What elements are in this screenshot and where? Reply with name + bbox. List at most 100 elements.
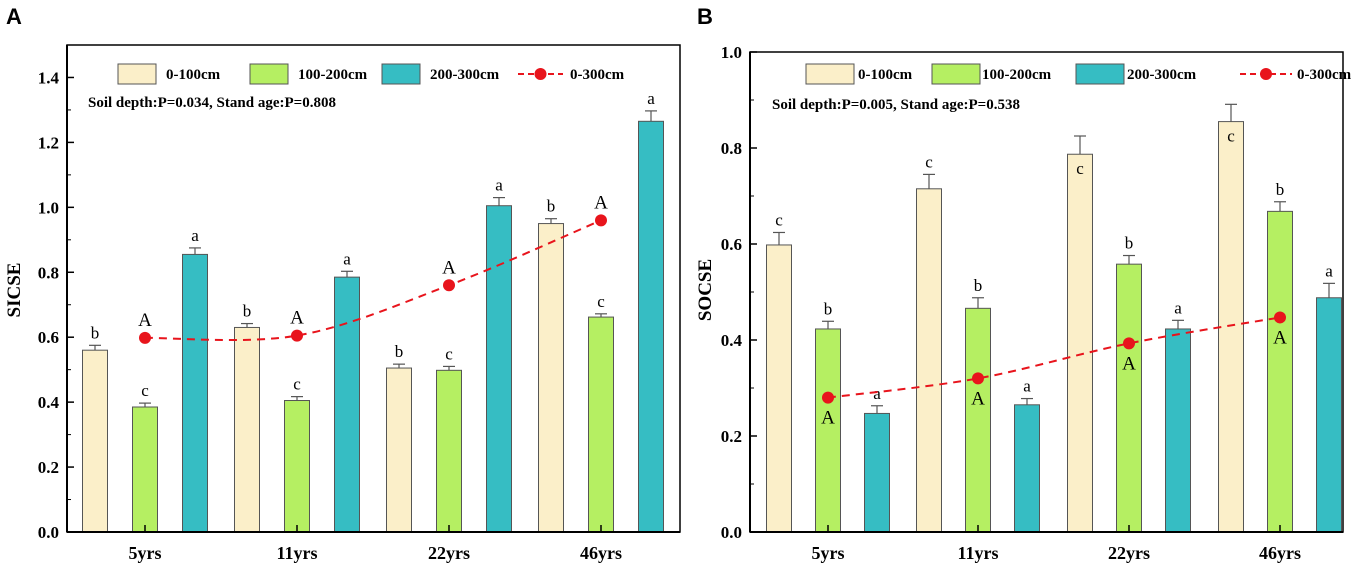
significance-letter: c bbox=[775, 210, 783, 229]
significance-letter: a bbox=[1023, 377, 1031, 396]
bar-0-100cm-11yrs bbox=[916, 188, 942, 533]
bar-200-300cm-22yrs bbox=[1165, 328, 1191, 533]
significance-letter: b bbox=[243, 302, 252, 321]
significance-letter: a bbox=[1174, 298, 1182, 317]
bar-200-300cm-5yrs bbox=[864, 412, 890, 533]
legend-swatch bbox=[805, 63, 855, 85]
legend-swatch bbox=[1075, 63, 1125, 85]
y-tick-label: 1.2 bbox=[38, 133, 59, 152]
bar-200-300cm-46yrs bbox=[638, 120, 664, 533]
x-tick-label: 22yrs bbox=[428, 543, 470, 563]
bar-0-100cm-22yrs bbox=[1067, 153, 1093, 533]
bar-100-200cm-11yrs bbox=[284, 400, 310, 533]
legend-swatch bbox=[381, 63, 421, 85]
y-tick-label: 0.4 bbox=[38, 393, 60, 412]
x-tick-label: 5yrs bbox=[129, 543, 162, 563]
significance-letter: b bbox=[395, 342, 404, 361]
panel-letter: A bbox=[6, 4, 22, 29]
stats-annotation: Soil depth:P=0.034, Stand age:P=0.808 bbox=[88, 95, 336, 111]
legend-swatch bbox=[249, 63, 289, 85]
legend-trend-marker bbox=[534, 68, 547, 80]
significance-letter: c bbox=[445, 344, 453, 363]
significance-letter: b bbox=[824, 299, 833, 318]
significance-letter: b bbox=[547, 197, 556, 216]
panel-a: Ab b b b c c c c a a a a A A A A 0.0 0.2 0.4 0.6 0.8 1.0 1.2 1.… bbox=[4, 4, 681, 563]
y-tick-label: 0.2 bbox=[721, 427, 742, 446]
trend-point bbox=[595, 214, 607, 227]
legend-label: 0-100cm bbox=[166, 67, 221, 83]
trend-letter: A bbox=[138, 310, 152, 331]
legend-label: 200-300cm bbox=[430, 67, 500, 83]
trend-line-0-300cm bbox=[827, 316, 1281, 399]
trend-letter: A bbox=[971, 388, 985, 409]
trend-line-0-300cm bbox=[144, 219, 602, 342]
stats-annotation: Soil depth:P=0.005, Stand age:P=0.538 bbox=[772, 97, 1020, 113]
significance-letter: a bbox=[647, 89, 655, 108]
significance-letter: b bbox=[974, 276, 983, 295]
legend-label: 100-200cm bbox=[298, 67, 368, 83]
x-tick-label: 11yrs bbox=[957, 543, 998, 563]
significance-letter: c bbox=[293, 375, 301, 394]
bar-100-200cm-5yrs bbox=[132, 406, 158, 533]
bar-200-300cm-46yrs bbox=[1316, 297, 1342, 533]
legend-swatch bbox=[117, 63, 157, 85]
x-tick-label: 22yrs bbox=[1108, 543, 1150, 563]
y-tick-label: 0.0 bbox=[721, 523, 742, 542]
bar-200-300cm-22yrs bbox=[486, 205, 512, 533]
significance-letter: b bbox=[1125, 234, 1134, 253]
trend-letter: A bbox=[594, 192, 608, 213]
significance-letter: c bbox=[1227, 127, 1235, 146]
panel-b: Bc c c c b b b b a a a a A A A A 0.0 0.2 0.4 0.6 0.8 1.0 5yrs 1… bbox=[695, 4, 1352, 563]
y-tick-label: 1.4 bbox=[38, 68, 60, 87]
legend-label: 200-300cm bbox=[1127, 67, 1197, 83]
y-tick-label: 0.6 bbox=[721, 235, 742, 254]
x-tick-label: 46yrs bbox=[1259, 543, 1301, 563]
y-axis-title: SOCSE bbox=[695, 259, 716, 321]
y-tick-label: 0.8 bbox=[38, 263, 59, 282]
bar-0-100cm-5yrs bbox=[766, 244, 792, 533]
bar-200-300cm-11yrs bbox=[334, 276, 360, 533]
y-tick-label: 0.6 bbox=[38, 328, 59, 347]
significance-letter: c bbox=[597, 292, 605, 311]
significance-letter: c bbox=[1076, 159, 1084, 178]
legend-swatch bbox=[931, 63, 981, 85]
bar-0-100cm-46yrs bbox=[538, 223, 564, 533]
trend-letter: A bbox=[442, 257, 456, 278]
legend-label: 0-300cm bbox=[1297, 67, 1352, 83]
y-tick-label: 1.0 bbox=[38, 198, 59, 217]
bar-100-200cm-46yrs bbox=[588, 316, 614, 533]
x-tick-label: 5yrs bbox=[812, 543, 845, 563]
trend-point bbox=[139, 331, 151, 344]
significance-letter: b bbox=[91, 323, 100, 342]
legend-label: 100-200cm bbox=[982, 67, 1052, 83]
y-tick-label: 0.0 bbox=[38, 523, 59, 542]
panel-letter: B bbox=[697, 4, 713, 29]
significance-letter: c bbox=[141, 381, 149, 400]
x-tick-label: 11yrs bbox=[276, 543, 317, 563]
significance-letter: c bbox=[925, 152, 933, 171]
trend-letter: A bbox=[1273, 327, 1287, 348]
trend-point bbox=[1274, 311, 1286, 324]
trend-point bbox=[1123, 337, 1135, 350]
bar-0-100cm-46yrs bbox=[1218, 121, 1244, 533]
y-tick-label: 0.2 bbox=[38, 458, 59, 477]
bar-100-200cm-46yrs bbox=[1267, 210, 1293, 533]
bar-100-200cm-22yrs bbox=[1116, 263, 1142, 533]
trend-letter: A bbox=[821, 408, 835, 429]
significance-letter: a bbox=[1325, 261, 1333, 280]
trend-point bbox=[822, 391, 834, 404]
bar-0-100cm-22yrs bbox=[386, 367, 412, 533]
significance-letter: a bbox=[873, 384, 881, 403]
bar-200-300cm-11yrs bbox=[1014, 404, 1040, 533]
y-tick-label: 1.0 bbox=[721, 43, 742, 62]
y-axis-title: SICSE bbox=[4, 263, 25, 318]
trend-letter: A bbox=[290, 308, 304, 329]
bar-0-100cm-11yrs bbox=[234, 326, 260, 533]
significance-letter: a bbox=[343, 249, 351, 268]
legend-trend-marker bbox=[1260, 68, 1272, 80]
significance-letter: a bbox=[495, 176, 503, 195]
bar-0-100cm-5yrs bbox=[82, 349, 108, 533]
legend-label: 0-100cm bbox=[858, 67, 913, 83]
y-tick-label: 0.4 bbox=[721, 331, 743, 350]
